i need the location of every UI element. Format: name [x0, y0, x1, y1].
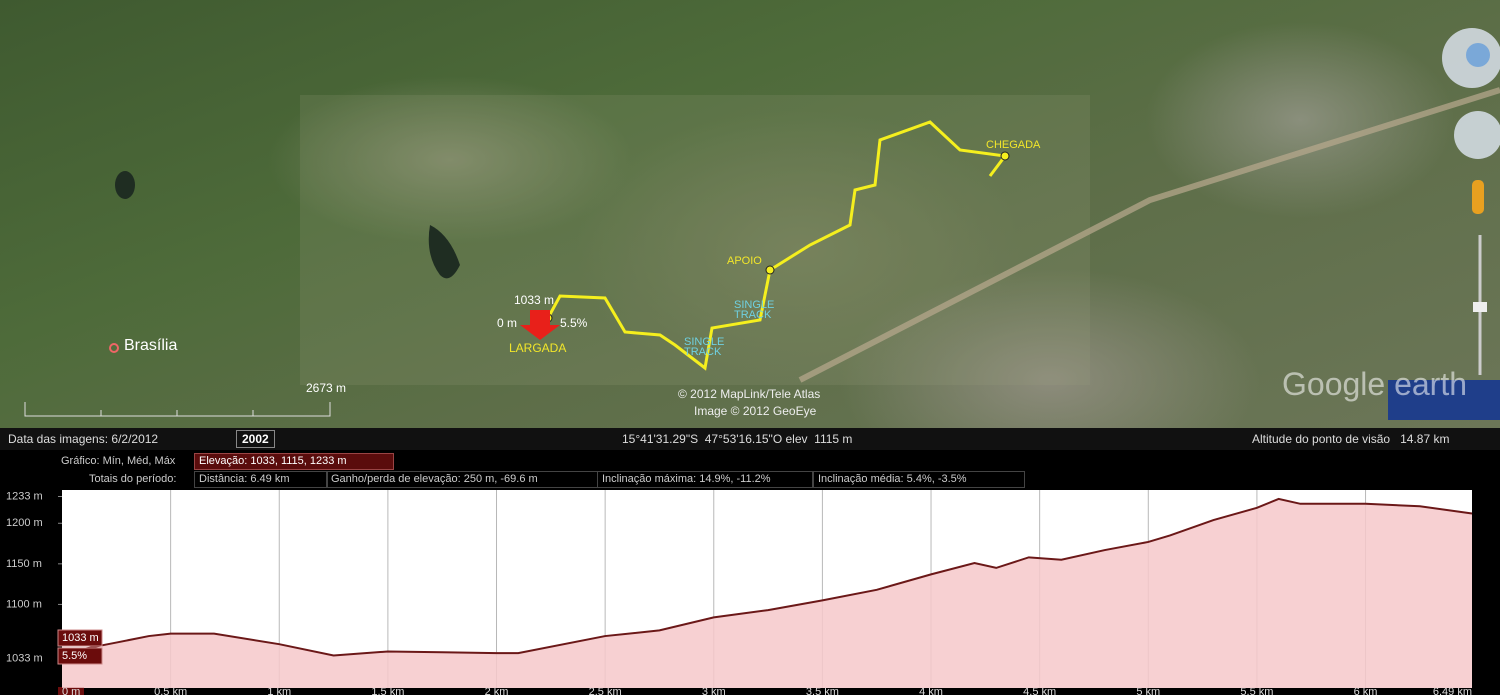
elevation-stats[interactable]: Elevação: 1033, 1115, 1233 m — [194, 453, 394, 470]
max-slope-stat[interactable]: Inclinação máxima: 14.9%, -11.2% — [597, 471, 813, 488]
distance-stat[interactable]: Distância: 6.49 km — [194, 471, 328, 488]
x-tick-label: 5 km — [1136, 686, 1160, 695]
lake — [428, 225, 460, 279]
marker-label: 5.5% — [560, 316, 588, 330]
header-label: Totais do período: — [89, 473, 177, 485]
waypoint[interactable] — [1000, 151, 1010, 161]
marker-label: 1033 m — [514, 293, 555, 307]
place-label: Brasília — [124, 337, 178, 354]
map-view[interactable]: Brasília 1033 m 0 m 5.5% LARGADA APOIO C… — [0, 0, 1500, 428]
y-tick-label: 1100 m — [6, 598, 42, 610]
map-overlay — [24, 28, 1500, 420]
x-tick-label: 3 km — [702, 686, 726, 695]
x-tick-label: 1 km — [267, 686, 291, 695]
marker-label: 5.5% — [62, 650, 87, 662]
copyright: Image © 2012 GeoEye — [694, 404, 817, 418]
scale-label: 2673 m — [306, 381, 347, 395]
x-tick-label: 2 km — [485, 686, 509, 695]
move-control[interactable] — [1454, 111, 1500, 159]
track-note: SINGLE TRACK — [684, 336, 725, 358]
track-note: SINGLE TRACK — [734, 299, 775, 321]
status-bar: Data das imagens: 6/2/2012 2002 15°41'31… — [0, 428, 1500, 450]
waypoint[interactable] — [765, 265, 775, 275]
x-tick-label: 6 km — [1354, 686, 1378, 695]
x-tick-label: 0.5 km — [154, 686, 187, 695]
elevation-chart[interactable]: 0 m 0.5 km 1 km 1.5 km 2 km 2.5 km 3 km 3.5 km 4… — [0, 450, 1500, 695]
waypoint-label: CHEGADA — [986, 139, 1041, 151]
marker-label: 1033 m — [62, 632, 99, 644]
scale-bar — [24, 402, 331, 417]
waypoint-label: LARGADA — [509, 341, 567, 355]
look-control[interactable] — [1466, 43, 1490, 67]
x-tick-label: 2.5 km — [589, 686, 622, 695]
globe-thumb — [1388, 380, 1500, 420]
elevation-line — [61, 497, 1473, 657]
header-label: Gráfico: Mín, Méd, Máx — [61, 455, 176, 467]
lake — [115, 171, 135, 199]
waypoint-label: APOIO — [727, 255, 762, 267]
x-tick-label: 4 km — [919, 686, 943, 695]
x-tick-label: 5.5 km — [1240, 686, 1273, 695]
eye-altitude: Altitude do ponto de visão 14.87 km — [1252, 432, 1450, 446]
x-tick-label: 1.5 km — [371, 686, 404, 695]
y-tick-label: 1150 m — [6, 558, 42, 570]
elevation-area — [62, 498, 1472, 688]
zoom-thumb[interactable] — [1473, 302, 1487, 312]
place-dot[interactable] — [109, 343, 119, 353]
avg-slope-stat[interactable]: Inclinação média: 5.4%, -3.5% — [813, 471, 1025, 488]
marker-label: 0 m — [497, 316, 518, 330]
history-button[interactable]: 2002 — [236, 430, 275, 448]
elevation-profile-panel: Gráfico: Mín, Méd, Máx Elevação: 1033, 1… — [0, 450, 1500, 695]
copyright: © 2012 MapLink/Tele Atlas — [678, 387, 821, 401]
watermark: Google earth — [1282, 366, 1468, 402]
x-tick-label: 6.49 km — [1433, 686, 1472, 695]
x-tick-highlight — [58, 687, 84, 695]
y-tick-label: 1200 m — [6, 517, 43, 529]
y-tick-label: 1033 m — [6, 653, 43, 665]
image-date: Data das imagens: 6/2/2012 — [8, 432, 159, 446]
x-tick-label: 3.5 km — [806, 686, 839, 695]
marker-label-box — [57, 647, 103, 665]
y-tick-label: 1233 m — [6, 490, 43, 502]
x-tick-label: 0 m — [62, 686, 80, 695]
x-tick-label: 4.5 km — [1023, 686, 1056, 695]
highway — [798, 87, 1500, 383]
coordinates: 15°41'31.29"S 47°53'16.15"O elev 1115 m — [622, 432, 853, 446]
street-view-pegman[interactable] — [1472, 180, 1484, 214]
marker-label-box — [57, 629, 103, 647]
position-marker[interactable] — [520, 310, 560, 340]
